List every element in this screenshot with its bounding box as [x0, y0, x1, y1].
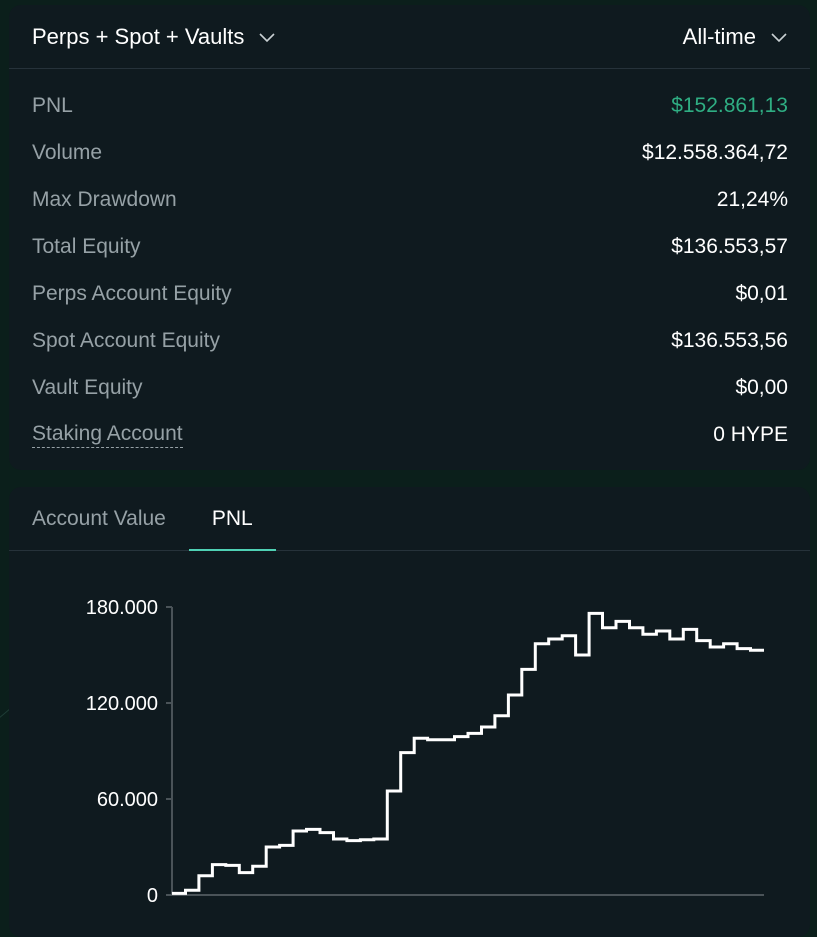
y-tick-label: 180.000 [86, 597, 158, 619]
stat-row-spot-equity: Spot Account Equity $136.553,56 [9, 317, 810, 364]
period-dropdown[interactable]: All-time [683, 24, 788, 50]
stats-list: PNL $152.861,13 Volume $12.558.364,72 Ma… [9, 69, 810, 458]
y-tick-label: 60.000 [97, 789, 158, 811]
stat-row-vault-equity: Vault Equity $0,00 [9, 364, 810, 411]
scope-dropdown-label: Perps + Spot + Vaults [32, 23, 245, 49]
chart-card: Account Value PNL 180.000 120.000 60.000 0 [9, 487, 810, 937]
stat-row-volume: Volume $12.558.364,72 [9, 129, 810, 176]
stat-value: $136.553,57 [671, 234, 788, 258]
stat-value: $152.861,13 [671, 93, 788, 117]
stat-label: PNL [32, 93, 73, 117]
stat-value: $0,01 [735, 281, 788, 305]
y-tick-label: 120.000 [86, 693, 158, 715]
pnl-series-line [172, 611, 764, 895]
chevron-down-icon [770, 28, 788, 46]
stat-label: Total Equity [32, 234, 141, 258]
y-tick-label: 0 [147, 885, 158, 907]
scope-dropdown[interactable]: Perps + Spot + Vaults [32, 24, 276, 50]
stat-row-staking: Staking Account 0 HYPE [9, 411, 810, 458]
stat-row-max-drawdown: Max Drawdown 21,24% [9, 176, 810, 223]
stat-row-pnl: PNL $152.861,13 [9, 82, 810, 129]
stat-label: Perps Account Equity [32, 281, 232, 305]
chevron-down-icon [258, 28, 276, 46]
stat-value: 21,24% [716, 187, 788, 211]
staking-account-tooltip-trigger[interactable]: Staking Account [32, 422, 183, 448]
chart-tabs: Account Value PNL [9, 487, 810, 551]
stat-value: $136.553,56 [671, 328, 788, 352]
stat-value: $12.558.364,72 [642, 140, 788, 164]
filter-bar: Perps + Spot + Vaults All-time [9, 5, 810, 69]
stat-value: $0,00 [735, 375, 788, 399]
period-dropdown-label: All-time [682, 23, 756, 49]
stat-row-perps-equity: Perps Account Equity $0,01 [9, 270, 810, 317]
tab-pnl[interactable]: PNL [188, 487, 276, 551]
stat-row-total-equity: Total Equity $136.553,57 [9, 223, 810, 270]
stat-value: 0 HYPE [713, 422, 788, 446]
pnl-chart: 180.000 120.000 60.000 0 [9, 551, 810, 937]
pnl-chart-svg: 180.000 120.000 60.000 0 [86, 597, 764, 907]
portfolio-summary-card: Perps + Spot + Vaults All-time PNL $152.… [9, 5, 810, 470]
stat-label: Max Drawdown [32, 187, 177, 211]
stat-label: Spot Account Equity [32, 328, 220, 352]
stat-label: Volume [32, 140, 103, 164]
tab-account-value[interactable]: Account Value [32, 506, 166, 530]
stat-label: Vault Equity [32, 375, 143, 399]
